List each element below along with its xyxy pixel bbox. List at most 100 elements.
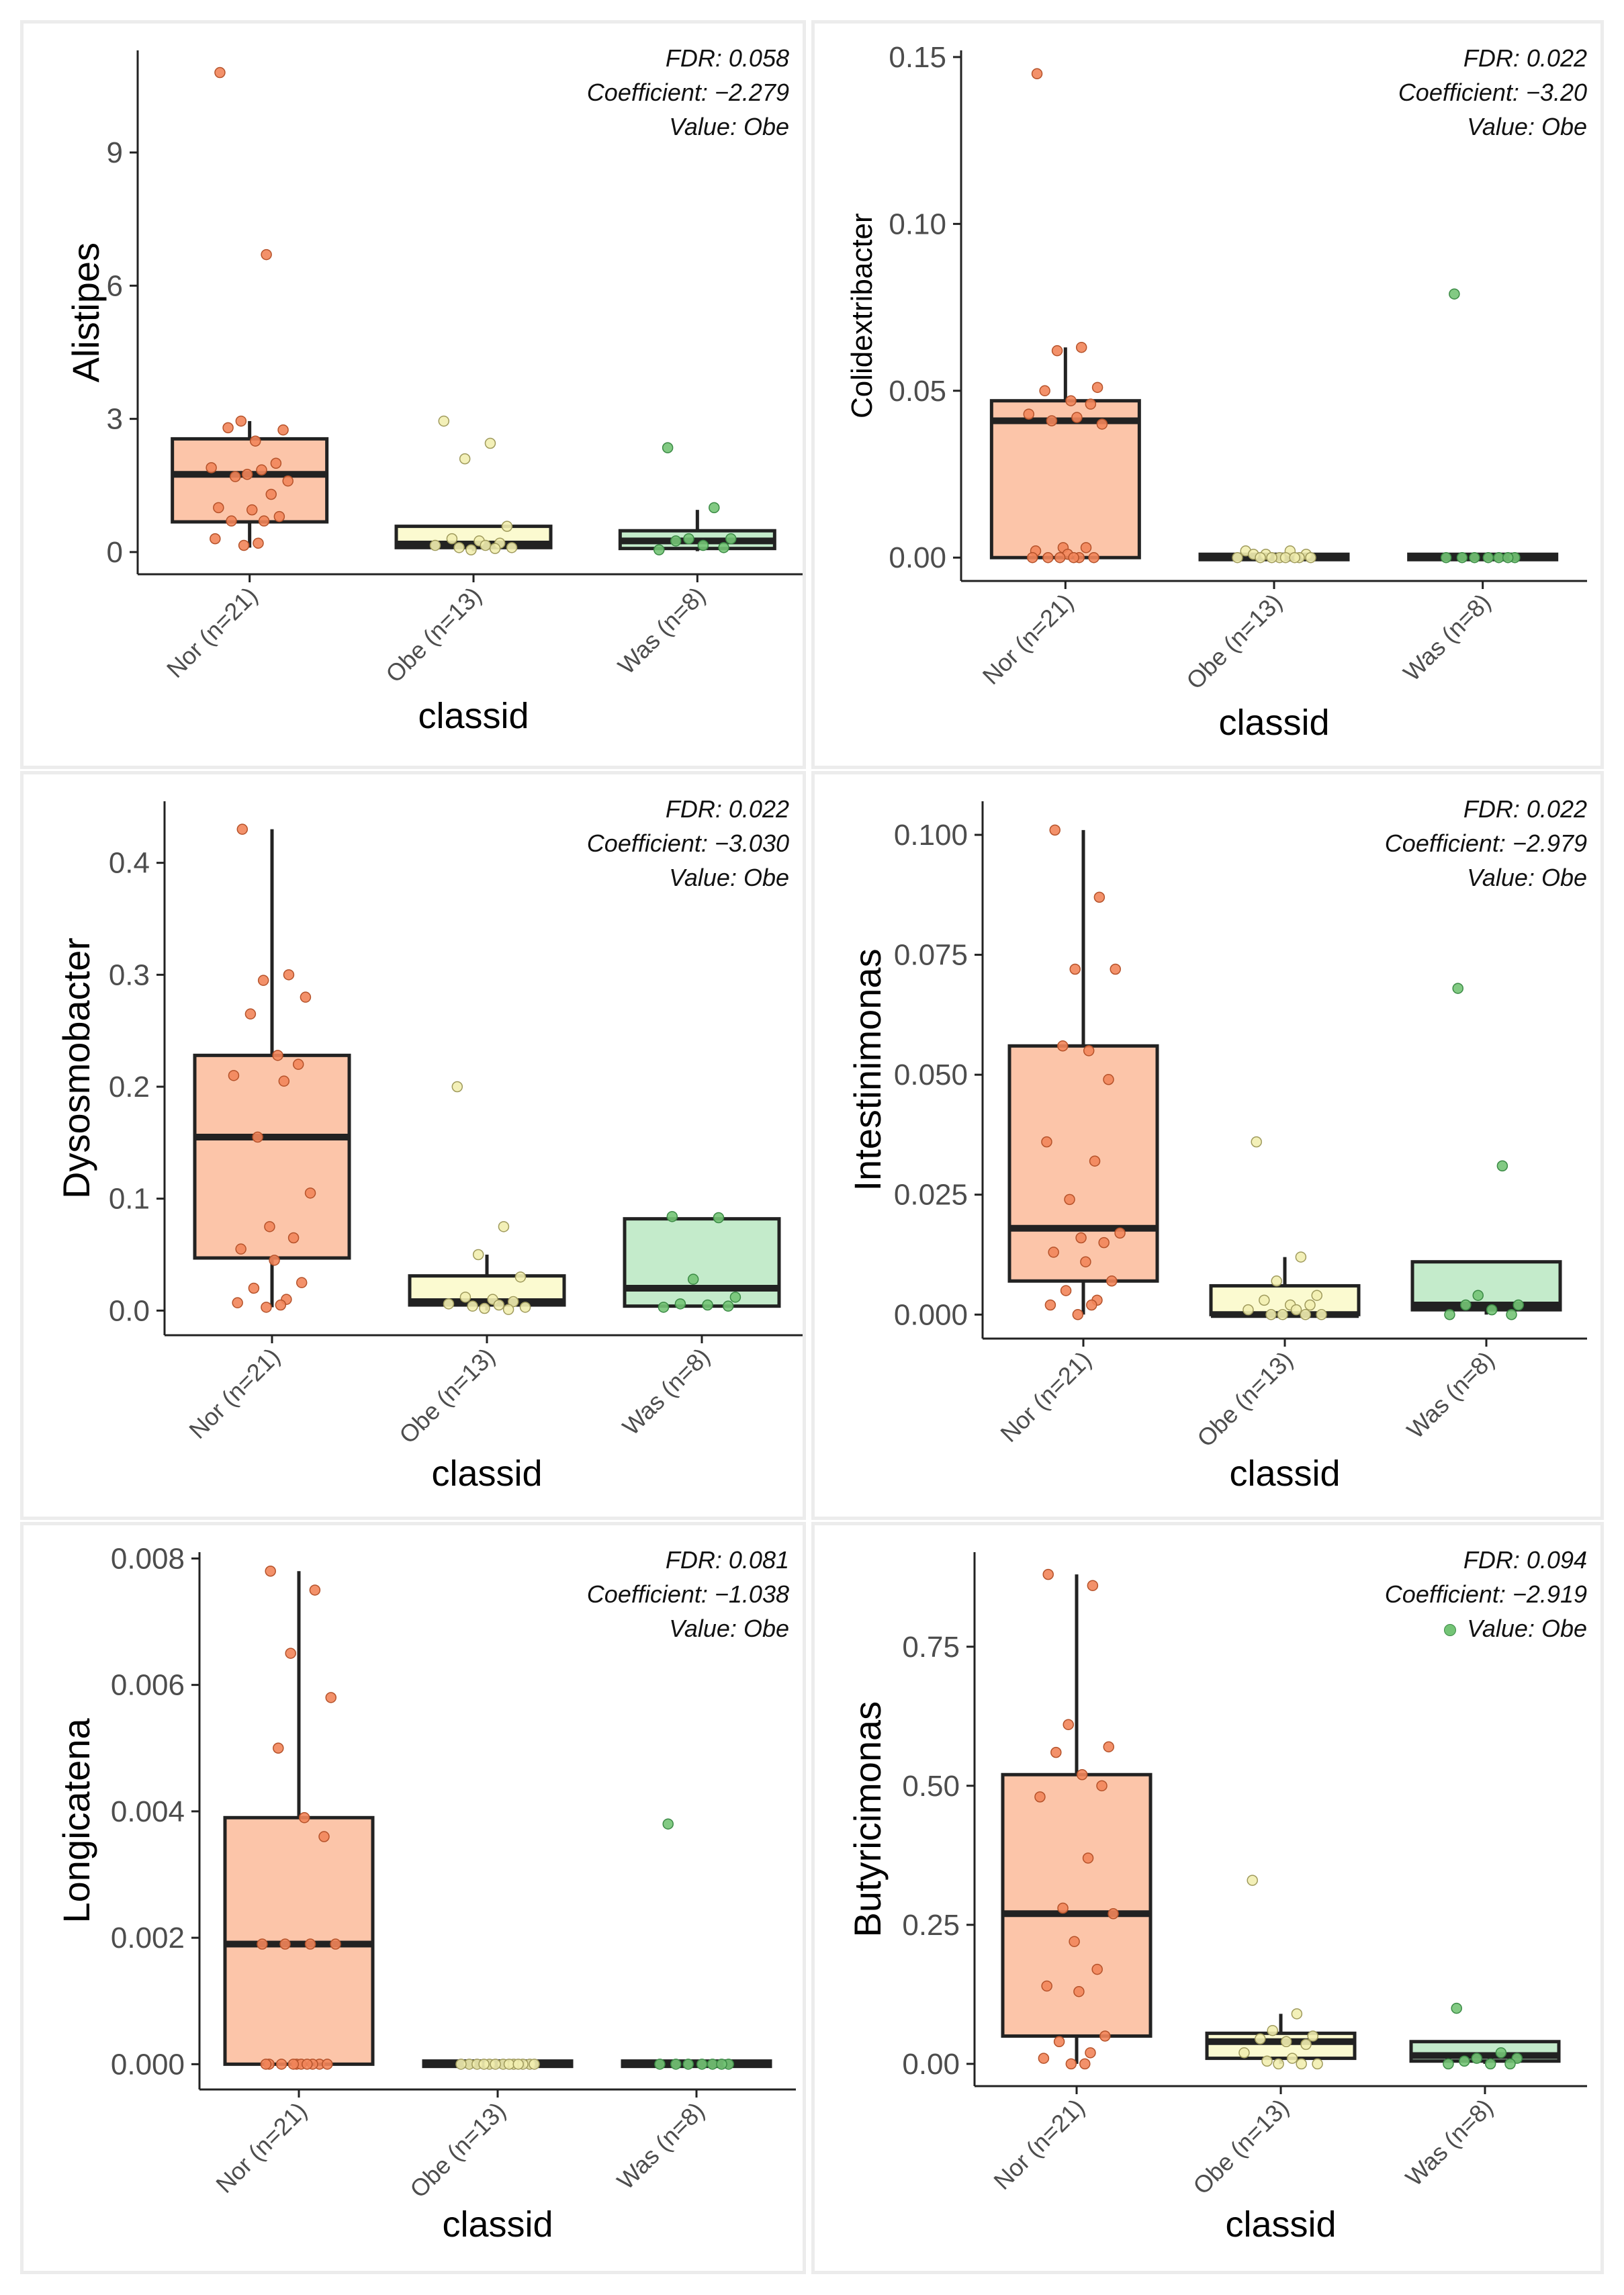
data-point <box>248 1282 260 1294</box>
data-point <box>1300 2038 1312 2051</box>
y-tick-label: 0.05 <box>889 375 946 408</box>
data-point <box>1076 1769 1088 1781</box>
x-tick-label: Obe (n=13) <box>1181 588 1287 694</box>
data-point <box>1259 1294 1270 1306</box>
data-point <box>325 1692 336 1703</box>
data-point <box>490 2059 501 2070</box>
data-point <box>1103 1741 1114 1753</box>
data-point <box>257 1938 268 1950</box>
x-axis-title: classid <box>1225 2204 1337 2245</box>
data-point <box>1271 1275 1282 1287</box>
data-point <box>455 2059 467 2070</box>
data-point <box>729 1292 741 1303</box>
data-point <box>1311 1290 1322 1301</box>
y-tick-label: 9 <box>107 136 123 169</box>
data-point <box>261 1302 272 1313</box>
data-point <box>654 2059 666 2070</box>
y-tick-label: 0.00 <box>902 2048 960 2081</box>
data-point <box>1080 1256 1091 1267</box>
data-point <box>226 515 237 527</box>
data-point <box>670 535 682 547</box>
data-point <box>1460 1299 1472 1311</box>
box-group-2 <box>1198 545 1350 564</box>
data-point <box>687 1273 699 1285</box>
annotation-text: Coefficient: −3.030 <box>586 829 789 857</box>
data-point <box>1290 1304 1302 1316</box>
data-point <box>1316 1309 1327 1320</box>
y-tick-label: 0.006 <box>111 1669 185 1702</box>
box-group-3 <box>621 1818 772 2070</box>
box-group-1 <box>223 1565 375 2070</box>
annotation-text: Coefficient: −3.20 <box>1398 79 1587 106</box>
data-point <box>484 437 496 449</box>
data-point <box>1459 2055 1470 2067</box>
data-point <box>278 1075 290 1087</box>
box-group-1 <box>193 823 351 1313</box>
data-point <box>1039 385 1050 397</box>
data-point <box>529 2059 540 2070</box>
box-group-2 <box>1205 1875 1357 2070</box>
data-point <box>1307 2030 1318 2042</box>
x-axis-title: classid <box>431 1453 543 1494</box>
data-point <box>214 66 226 79</box>
chart-panel-2: 0.00 0.05 0.10 0.15 Nor (n=21) Obe (n=13) Was … <box>811 20 1604 769</box>
y-tick-label: 0.075 <box>894 939 968 972</box>
annotation-line: Coefficient: −3.030 <box>587 826 789 860</box>
x-tick-label: Nor (n=21) <box>161 582 263 683</box>
y-tick-label: 0.008 <box>111 1542 185 1575</box>
data-point <box>1099 2030 1111 2042</box>
data-point <box>1493 551 1504 564</box>
data-point <box>1083 1045 1095 1056</box>
y-tick-label: 0.100 <box>894 819 968 852</box>
y-axis-title: Butyricimonas <box>846 1701 889 1938</box>
annotation-text: Coefficient: −2.919 <box>1384 1580 1587 1608</box>
data-point <box>1291 2008 1303 2020</box>
data-point <box>709 502 720 514</box>
y-tick-label: 0.00 <box>889 541 946 574</box>
annotation-text: Coefficient: −2.279 <box>586 79 789 106</box>
data-point <box>1506 1309 1517 1320</box>
data-point <box>697 539 709 551</box>
x-tick-label: Obe (n=13) <box>394 1343 500 1449</box>
stats-annotation: FDR: 0.022 Coefficient: −2.979 Value: Obe <box>1385 792 1587 895</box>
data-point <box>1069 963 1081 975</box>
data-point <box>472 1249 484 1261</box>
y-tick-label: 3 <box>107 403 123 436</box>
annotation-text: FDR: 0.022 <box>665 795 789 823</box>
data-point <box>479 1302 490 1314</box>
data-point <box>489 543 501 554</box>
annotation-line: FDR: 0.022 <box>1385 792 1587 826</box>
y-tick-label: 0.4 <box>109 847 150 880</box>
data-point <box>1091 381 1103 394</box>
data-point <box>249 435 261 447</box>
data-point <box>1096 1780 1108 1792</box>
data-point <box>1451 2002 1462 2014</box>
data-point <box>1232 551 1243 564</box>
data-point <box>502 1304 514 1315</box>
data-point <box>1065 2058 1077 2070</box>
x-tick-label: Nor (n=21) <box>977 588 1079 690</box>
data-point <box>246 504 258 516</box>
stats-annotation: FDR: 0.058 Coefficient: −2.279 Value: Obe <box>587 41 789 144</box>
data-point <box>1443 2058 1454 2070</box>
x-axis-title: classid <box>418 696 529 736</box>
data-point <box>265 488 277 500</box>
data-point <box>304 1187 316 1199</box>
annotation-line: Coefficient: −2.919 <box>1385 1577 1587 1611</box>
annotation-text: Coefficient: −2.979 <box>1384 829 1587 857</box>
data-point <box>1096 418 1108 430</box>
annotation-line: Coefficient: −1.038 <box>587 1577 789 1611</box>
y-tick-label: 0.004 <box>111 1795 185 1828</box>
chart-svg: 0 3 6 9 Nor (n=21) Obe (n=13) Was (n=8) <box>107 50 803 688</box>
y-tick-label: 0.50 <box>902 1770 960 1803</box>
x-axis-title: classid <box>442 2204 553 2245</box>
y-tick-label: 0.000 <box>111 2048 185 2081</box>
data-point <box>707 2059 719 2070</box>
data-point <box>1247 1875 1258 1886</box>
data-point <box>1098 1236 1110 1249</box>
data-point <box>264 1221 275 1232</box>
y-tick-label: 0.025 <box>894 1179 968 1212</box>
x-tick-label: Was (n=8) <box>617 1343 715 1441</box>
data-point <box>453 542 465 553</box>
